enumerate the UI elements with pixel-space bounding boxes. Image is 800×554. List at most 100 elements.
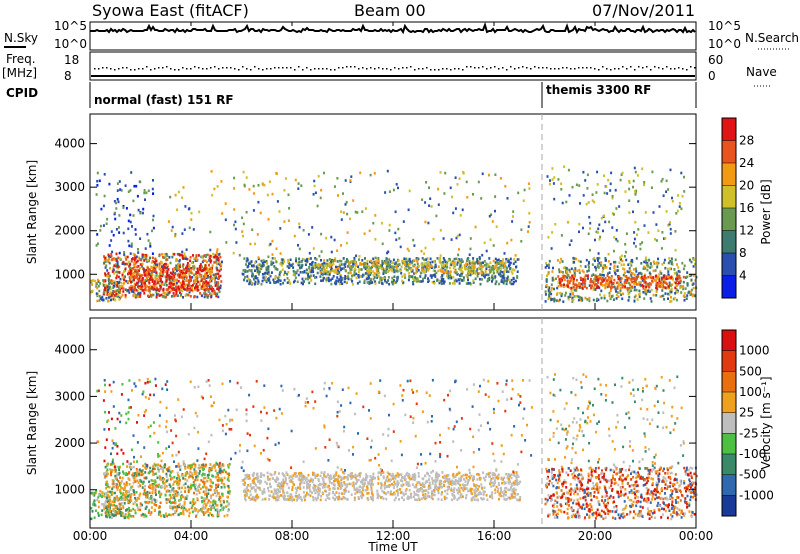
range-cell xyxy=(587,277,589,280)
range-cell xyxy=(383,269,386,272)
range-cell xyxy=(156,476,159,480)
range-cell xyxy=(185,283,188,287)
range-cell xyxy=(594,274,597,278)
range-cell xyxy=(654,238,656,241)
range-cell xyxy=(120,514,123,517)
range-cell xyxy=(503,263,506,266)
range-cell xyxy=(494,276,497,280)
range-cell xyxy=(608,280,611,284)
range-cell xyxy=(190,269,193,272)
range-cell xyxy=(183,257,186,260)
range-cell xyxy=(145,257,148,260)
range-cell xyxy=(384,259,387,263)
range-cell xyxy=(462,278,465,282)
range-cell xyxy=(207,476,210,479)
range-cell xyxy=(438,260,441,264)
range-cell xyxy=(167,268,170,271)
range-cell xyxy=(202,504,205,508)
range-cell xyxy=(195,493,198,496)
range-cell xyxy=(202,477,205,480)
range-cell xyxy=(494,173,497,176)
range-cell xyxy=(106,463,109,466)
range-cell xyxy=(130,280,132,284)
range-cell xyxy=(210,270,213,273)
range-cell xyxy=(372,278,375,281)
range-cell xyxy=(480,197,483,200)
range-cell xyxy=(116,472,119,475)
range-cell xyxy=(253,282,256,286)
range-cell xyxy=(168,466,171,469)
range-cell xyxy=(648,282,651,285)
range-cell xyxy=(359,262,362,265)
range-cell xyxy=(573,288,576,292)
range-cell xyxy=(147,268,150,271)
range-cell xyxy=(165,484,168,488)
range-cell xyxy=(552,182,555,185)
range-cell xyxy=(386,251,389,255)
range-cell xyxy=(268,278,271,281)
range-cell xyxy=(377,274,380,278)
range-cell xyxy=(398,237,401,240)
range-cell xyxy=(214,463,217,467)
range-cell xyxy=(641,167,644,171)
range-cell xyxy=(184,490,187,493)
range-cell xyxy=(194,485,196,488)
range-cell xyxy=(621,259,624,263)
nave-point xyxy=(642,67,644,69)
range-cell xyxy=(177,513,180,517)
range-cell xyxy=(456,234,459,238)
nave-point xyxy=(114,69,116,71)
range-cell xyxy=(121,273,124,277)
range-cell xyxy=(410,270,413,273)
range-cell xyxy=(149,466,152,470)
range-cell xyxy=(197,288,200,292)
range-cell xyxy=(604,277,607,280)
range-cell xyxy=(674,286,677,290)
range-cell xyxy=(357,268,360,271)
range-cell xyxy=(138,269,140,273)
range-cell xyxy=(333,269,336,273)
range-cell xyxy=(627,276,630,280)
range-cell xyxy=(594,277,597,281)
range-cell xyxy=(670,296,672,299)
range-cell xyxy=(620,283,623,286)
range-cell xyxy=(675,284,678,287)
nave-point xyxy=(354,66,356,68)
range-cell xyxy=(420,268,423,271)
range-cell xyxy=(167,287,170,291)
range-cell xyxy=(226,495,229,499)
range-cell xyxy=(646,268,649,272)
range-cell xyxy=(154,486,157,489)
range-cell xyxy=(624,278,627,282)
range-cell xyxy=(433,282,436,285)
nave-point xyxy=(318,68,320,70)
range-cell xyxy=(412,282,415,286)
range-cell xyxy=(226,504,229,508)
range-cell xyxy=(650,265,653,268)
range-cell xyxy=(389,268,392,271)
range-cell xyxy=(165,283,168,287)
range-cell xyxy=(258,266,261,270)
range-cell xyxy=(155,265,158,269)
range-cell xyxy=(154,488,157,492)
range-cell xyxy=(329,278,332,282)
range-cell xyxy=(220,503,223,507)
range-cell xyxy=(482,261,484,264)
range-cell xyxy=(425,181,428,184)
range-cell xyxy=(161,253,163,256)
range-cell xyxy=(110,282,113,285)
range-cell xyxy=(690,260,693,264)
range-cell xyxy=(314,257,317,260)
range-cell xyxy=(673,268,676,271)
range-cell xyxy=(601,273,604,277)
range-cell xyxy=(643,224,646,227)
range-cell xyxy=(139,285,142,288)
range-cell xyxy=(294,276,297,280)
range-cell xyxy=(472,269,475,273)
range-cell xyxy=(149,278,152,281)
range-cell xyxy=(349,271,352,275)
range-cell xyxy=(617,281,620,284)
range-cell xyxy=(171,279,174,282)
range-cell xyxy=(170,501,172,505)
range-cell xyxy=(198,472,201,475)
